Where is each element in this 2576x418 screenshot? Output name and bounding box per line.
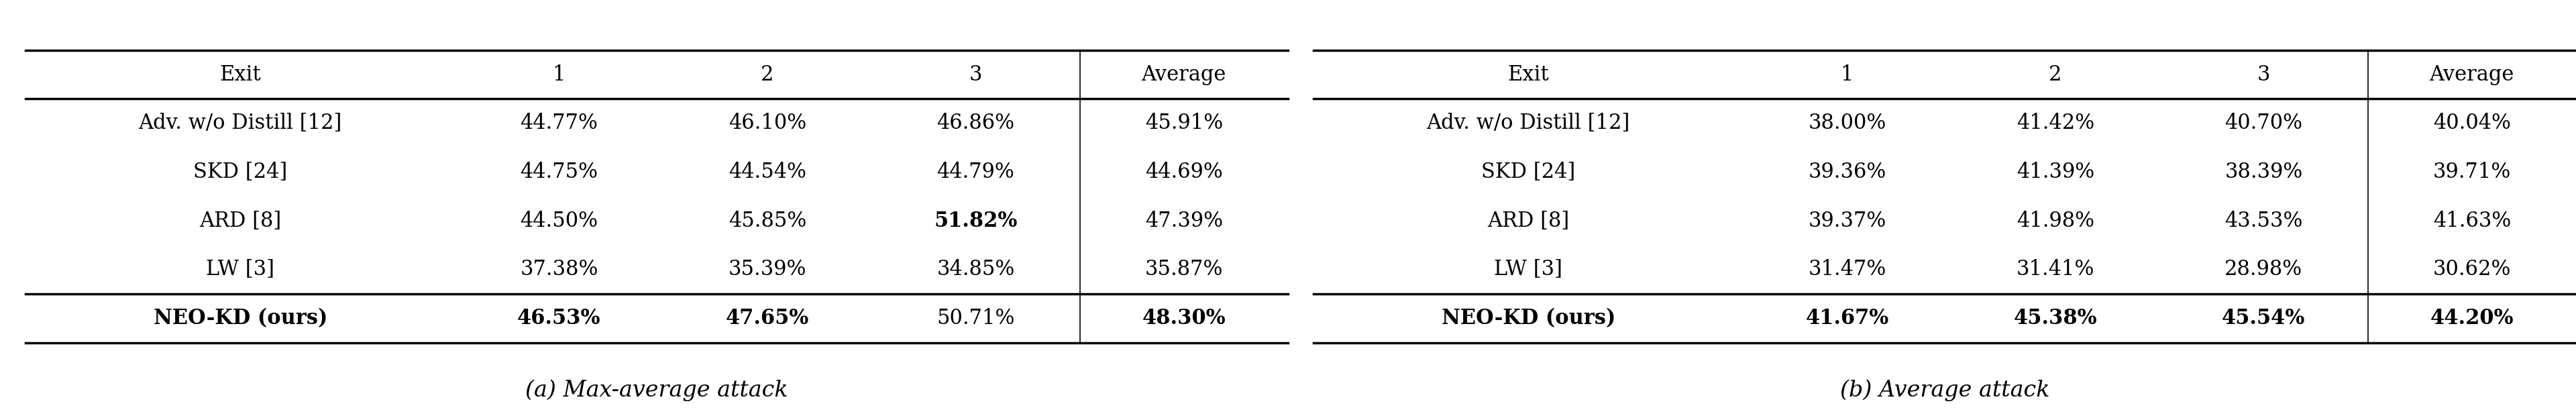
Text: (b) Average attack: (b) Average attack [1839,380,2050,401]
Text: 37.38%: 37.38% [520,259,598,280]
Text: 45.85%: 45.85% [729,210,806,231]
Text: NEO-KD (ours): NEO-KD (ours) [1443,308,1615,329]
Text: 46.10%: 46.10% [729,113,806,134]
Text: SKD [24]: SKD [24] [1481,162,1577,183]
Text: LW [3]: LW [3] [1494,259,1564,280]
Text: 40.70%: 40.70% [2226,113,2303,134]
Text: 50.71%: 50.71% [938,308,1015,329]
Text: 46.86%: 46.86% [938,113,1015,134]
Text: Exit: Exit [1507,64,1548,85]
Text: 48.30%: 48.30% [1141,308,1226,329]
Text: 28.98%: 28.98% [2226,259,2303,280]
Text: Exit: Exit [219,64,260,85]
Text: 3: 3 [969,64,981,85]
Text: 31.47%: 31.47% [1808,259,1886,280]
Text: 39.36%: 39.36% [1808,162,1886,183]
Text: 38.00%: 38.00% [1808,113,1886,134]
Text: 30.62%: 30.62% [2432,259,2512,280]
Text: Adv. w/o Distill [12]: Adv. w/o Distill [12] [1427,113,1631,134]
Text: 34.85%: 34.85% [938,259,1015,280]
Text: 41.63%: 41.63% [2432,210,2512,231]
Text: 39.37%: 39.37% [1808,210,1886,231]
Text: 2: 2 [2048,64,2061,85]
Text: 39.71%: 39.71% [2432,162,2512,183]
Text: 44.20%: 44.20% [2429,308,2514,329]
Text: 2: 2 [760,64,773,85]
Text: Average: Average [2429,64,2514,85]
Text: 1: 1 [551,64,567,85]
Text: ARD [8]: ARD [8] [198,210,281,231]
Text: (a) Max-average attack: (a) Max-average attack [526,380,788,401]
Text: NEO-KD (ours): NEO-KD (ours) [155,308,327,329]
Text: 35.87%: 35.87% [1144,259,1224,280]
Text: 38.39%: 38.39% [2226,162,2303,183]
Text: LW [3]: LW [3] [206,259,276,280]
Text: 45.91%: 45.91% [1144,113,1224,134]
Text: 47.65%: 47.65% [726,308,809,329]
Text: 35.39%: 35.39% [729,259,806,280]
Text: 41.42%: 41.42% [2017,113,2094,134]
Text: 51.82%: 51.82% [935,210,1018,231]
Text: 44.77%: 44.77% [520,113,598,134]
Text: 44.54%: 44.54% [729,162,806,183]
Text: 44.75%: 44.75% [520,162,598,183]
Text: 43.53%: 43.53% [2226,210,2303,231]
Text: Adv. w/o Distill [12]: Adv. w/o Distill [12] [139,113,343,134]
Text: 44.69%: 44.69% [1146,162,1224,183]
Text: 1: 1 [1839,64,1855,85]
Text: 45.38%: 45.38% [2014,308,2097,329]
Text: 45.54%: 45.54% [2223,308,2306,329]
Text: 40.04%: 40.04% [2432,113,2512,134]
Text: 41.67%: 41.67% [1806,308,1888,329]
Text: 44.50%: 44.50% [520,210,598,231]
Text: 47.39%: 47.39% [1144,210,1224,231]
Text: ARD [8]: ARD [8] [1486,210,1569,231]
Text: 44.79%: 44.79% [938,162,1015,183]
Text: 41.98%: 41.98% [2017,210,2094,231]
Text: SKD [24]: SKD [24] [193,162,289,183]
Text: 3: 3 [2257,64,2269,85]
Text: 31.41%: 31.41% [2017,259,2094,280]
Text: 46.53%: 46.53% [518,308,600,329]
Text: 41.39%: 41.39% [2017,162,2094,183]
Text: Average: Average [1141,64,1226,85]
